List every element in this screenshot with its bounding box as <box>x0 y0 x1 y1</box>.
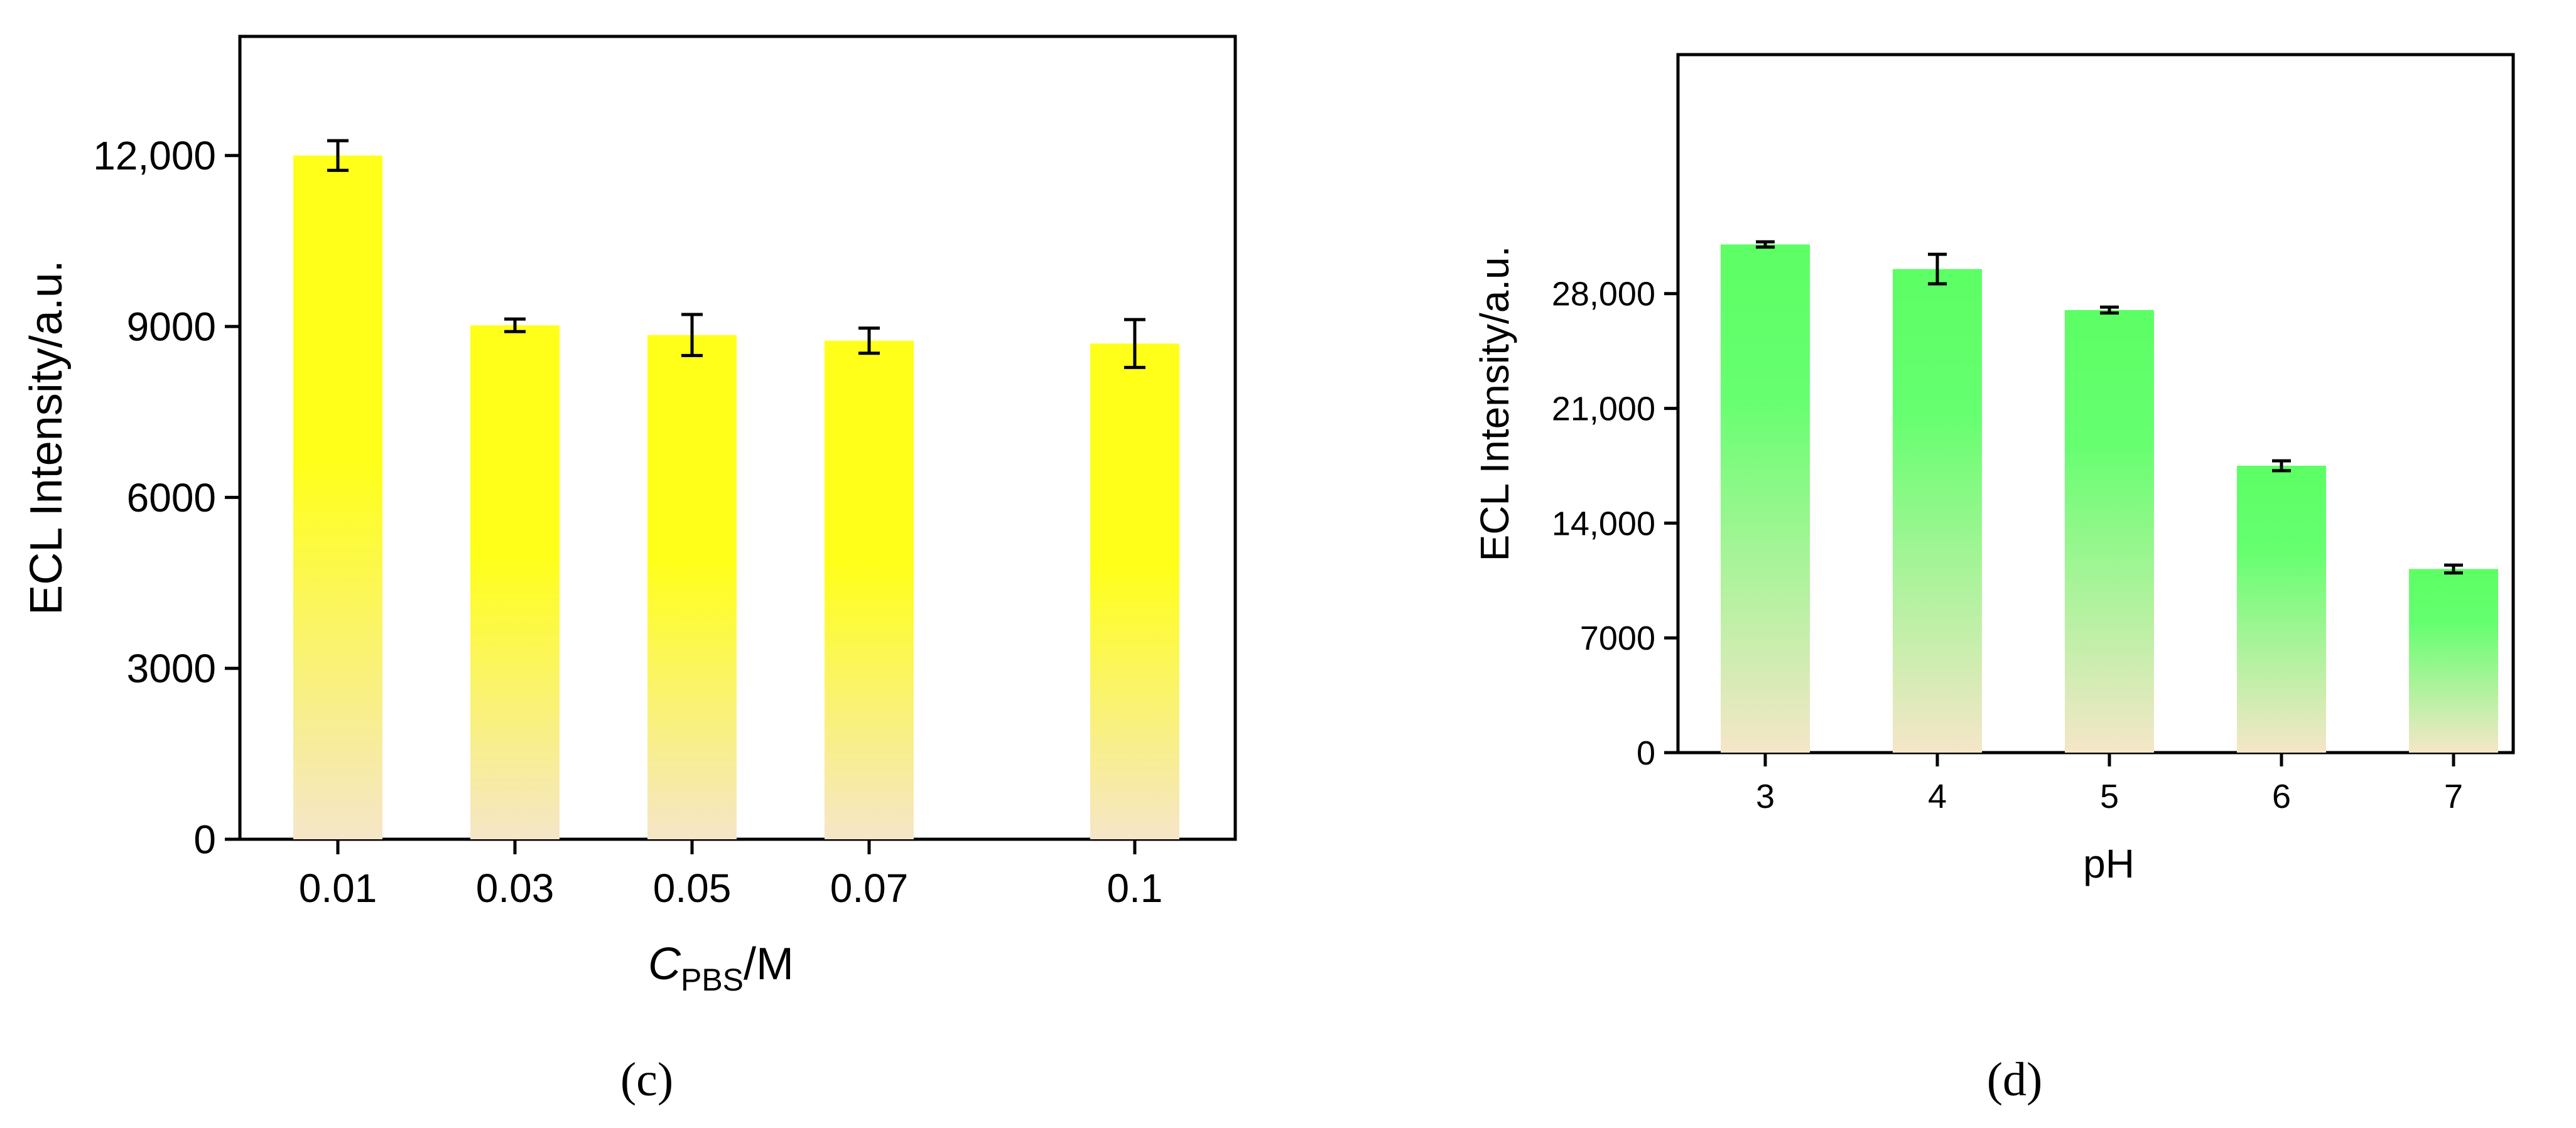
x-tick-label-d-2: 5 <box>2100 778 2119 815</box>
bar-c-0.03 <box>470 325 560 839</box>
bar-d-6 <box>2237 466 2326 753</box>
x-tick-label-c-0: 0.01 <box>299 866 377 911</box>
y-tick-label-d-0: 0 <box>1637 734 1655 772</box>
y-axis-ticks-c: 0 3000 6000 9000 12,000 <box>93 133 240 862</box>
panel-label-d: (d) <box>1987 1053 2043 1106</box>
bars-group-d <box>1721 240 2498 753</box>
x-tick-label-c-3: 0.07 <box>830 866 909 911</box>
x-axis-title-unit-c: /M <box>744 939 794 989</box>
y-tick-label-d-3: 21,000 <box>1552 390 1655 428</box>
x-tick-label-d-3: 6 <box>2272 778 2291 815</box>
x-tick-label-c-4: 0.1 <box>1107 866 1163 911</box>
bar-c-0.05 <box>647 335 737 839</box>
y-tick-label-d-1: 7000 <box>1580 620 1655 657</box>
bar-c-0.01 <box>293 155 382 839</box>
y-tick-label-d-2: 14,000 <box>1552 505 1655 542</box>
chart-panel-d: 0 7000 14,000 21,000 28,000 3 4 5 6 7 ECL Intens… <box>1472 53 2515 1106</box>
y-tick-label-c-2: 6000 <box>127 475 216 520</box>
y-axis-ticks-d: 0 7000 14,000 21,000 28,000 <box>1552 276 1678 772</box>
y-tick-label-c-1: 3000 <box>127 646 216 691</box>
x-tick-label-d-4: 7 <box>2444 778 2463 815</box>
y-tick-label-d-4: 28,000 <box>1552 276 1655 313</box>
x-axis-ticks-d: 3 4 5 6 7 <box>1756 753 2463 815</box>
y-axis-title-d: ECL Intensity/a.u. <box>1472 246 1517 562</box>
y-tick-label-c-0: 0 <box>193 817 216 862</box>
bar-d-4 <box>1893 269 1982 753</box>
bar-c-0.1 <box>1090 343 1179 839</box>
x-tick-label-d-1: 4 <box>1928 778 1947 815</box>
x-axis-title-sub-c: PBS <box>681 962 744 997</box>
x-axis-title-c: CPBS/M <box>648 939 794 997</box>
bar-c-0.07 <box>825 340 914 839</box>
x-tick-label-c-1: 0.03 <box>476 866 555 911</box>
x-axis-title-main-c: C <box>648 939 681 989</box>
bar-d-5 <box>2065 309 2154 753</box>
plot-frame-c <box>238 35 1237 841</box>
y-tick-label-c-3: 9000 <box>127 304 216 349</box>
x-tick-label-c-2: 0.05 <box>653 866 732 911</box>
panel-label-c: (c) <box>620 1053 673 1106</box>
y-tick-label-c-4: 12,000 <box>93 133 216 178</box>
bar-d-7 <box>2409 569 2498 753</box>
bar-d-3 <box>1721 244 1810 753</box>
bars-group-c <box>293 139 1179 839</box>
y-axis-title-c: ECL Intensity/a.u. <box>21 260 72 615</box>
x-axis-title-d: pH <box>2083 841 2135 886</box>
x-tick-label-d-0: 3 <box>1756 778 1775 815</box>
x-axis-ticks-c: 0.01 0.03 0.05 0.07 0.1 <box>299 839 1163 911</box>
